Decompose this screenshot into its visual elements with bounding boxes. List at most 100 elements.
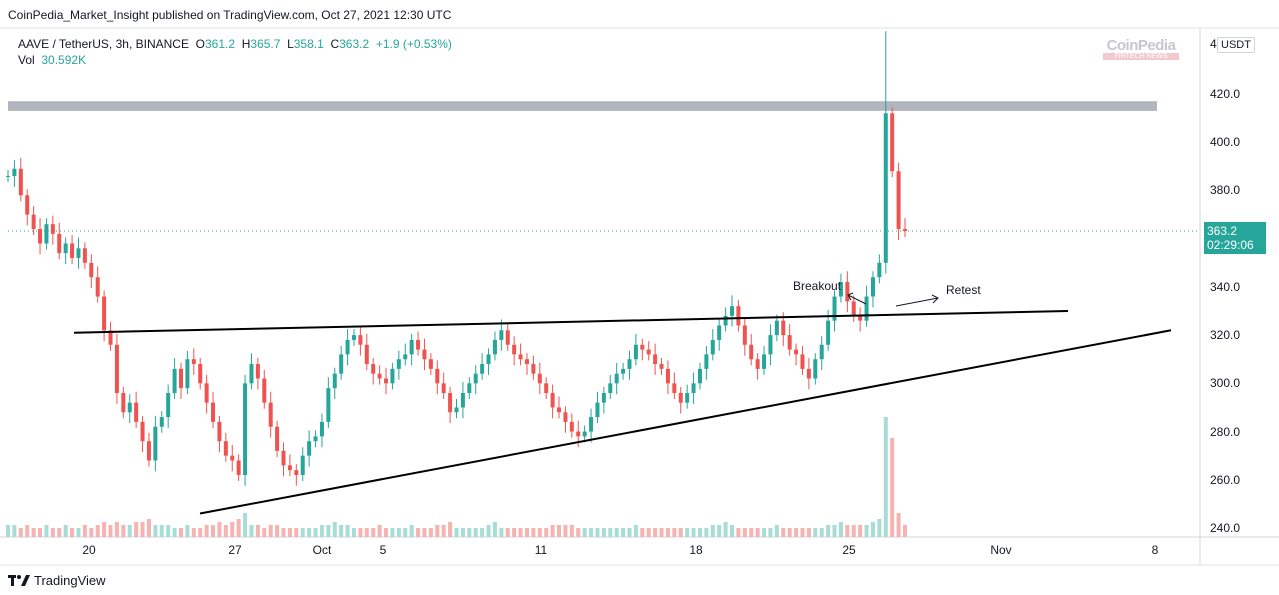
candle-body[interactable] xyxy=(409,339,414,355)
candle-body[interactable] xyxy=(665,368,670,384)
candle-body[interactable] xyxy=(172,368,177,393)
candle-body[interactable] xyxy=(563,412,568,422)
candle-body[interactable] xyxy=(877,262,882,278)
candle-body[interactable] xyxy=(102,296,107,331)
candle-body[interactable] xyxy=(826,320,831,345)
tradingview-logo[interactable]: TradingView xyxy=(8,573,106,588)
retest-arrow[interactable] xyxy=(895,294,939,307)
candle-body[interactable] xyxy=(608,383,613,393)
candle-body[interactable] xyxy=(781,320,786,336)
candle-body[interactable] xyxy=(166,392,171,418)
candle-body[interactable] xyxy=(864,296,869,321)
resistance-band[interactable] xyxy=(8,101,1157,111)
candle-body[interactable] xyxy=(396,359,401,369)
breakout-arrow[interactable] xyxy=(847,292,867,305)
candle-body[interactable] xyxy=(473,373,478,384)
candle-body[interactable] xyxy=(18,168,23,196)
candle-body[interactable] xyxy=(332,373,337,389)
candle-body[interactable] xyxy=(243,383,248,475)
price-candles[interactable] xyxy=(6,31,907,486)
candle-body[interactable] xyxy=(249,364,254,384)
candle-body[interactable] xyxy=(89,262,94,278)
candle-body[interactable] xyxy=(755,359,760,369)
candle-body[interactable] xyxy=(544,383,549,393)
candle-body[interactable] xyxy=(281,450,286,466)
candle-body[interactable] xyxy=(787,335,792,350)
candle-body[interactable] xyxy=(710,339,715,355)
candle-body[interactable] xyxy=(762,354,767,369)
horizontal-trendline[interactable] xyxy=(73,310,1069,334)
candle-body[interactable] xyxy=(390,368,395,384)
candle-body[interactable] xyxy=(351,335,356,340)
candle-body[interactable] xyxy=(653,354,658,365)
candle-body[interactable] xyxy=(582,431,587,437)
candle-body[interactable] xyxy=(403,354,408,360)
breakout-label[interactable]: Breakout xyxy=(793,279,842,293)
candle-body[interactable] xyxy=(223,441,228,456)
candle-body[interactable] xyxy=(633,344,638,360)
candle-body[interactable] xyxy=(691,383,696,393)
candle-body[interactable] xyxy=(768,335,773,355)
candle-body[interactable] xyxy=(114,344,119,393)
candle-body[interactable] xyxy=(178,368,183,389)
candle-body[interactable] xyxy=(198,364,203,384)
candle-body[interactable] xyxy=(749,344,754,360)
candle-body[interactable] xyxy=(614,373,619,384)
candle-body[interactable] xyxy=(422,349,427,360)
candle-body[interactable] xyxy=(140,421,145,442)
candle-body[interactable] xyxy=(742,325,747,345)
candle-body[interactable] xyxy=(736,306,741,326)
candle-body[interactable] xyxy=(95,277,100,297)
candle-body[interactable] xyxy=(774,320,779,336)
candle-body[interactable] xyxy=(640,344,645,350)
candle-body[interactable] xyxy=(531,364,536,374)
candle-body[interactable] xyxy=(800,354,805,369)
candle-body[interactable] xyxy=(38,229,43,244)
candle-body[interactable] xyxy=(121,392,126,413)
candle-body[interactable] xyxy=(460,392,465,408)
candle-body[interactable] xyxy=(12,168,17,176)
candle-body[interactable] xyxy=(76,248,81,258)
candle-body[interactable] xyxy=(467,383,472,393)
candle-body[interactable] xyxy=(492,339,497,355)
candle-body[interactable] xyxy=(441,383,446,393)
candle-body[interactable] xyxy=(621,368,626,374)
candle-body[interactable] xyxy=(159,417,164,427)
candle-body[interactable] xyxy=(589,417,594,432)
candle-body[interactable] xyxy=(371,364,376,374)
candle-body[interactable] xyxy=(569,421,574,432)
candle-body[interactable] xyxy=(416,339,421,350)
candle-body[interactable] xyxy=(50,224,55,234)
candle-body[interactable] xyxy=(307,441,312,456)
candle-body[interactable] xyxy=(211,402,216,422)
candle-body[interactable] xyxy=(287,465,292,471)
candle-body[interactable] xyxy=(268,402,273,427)
candle-body[interactable] xyxy=(127,402,132,413)
candle-body[interactable] xyxy=(6,175,10,177)
candle-body[interactable] xyxy=(486,354,491,365)
candle-body[interactable] xyxy=(428,359,433,369)
candle-body[interactable] xyxy=(697,368,702,384)
candle-body[interactable] xyxy=(659,364,664,369)
candle-body[interactable] xyxy=(601,392,606,403)
candle-body[interactable] xyxy=(454,407,459,413)
candle-body[interactable] xyxy=(717,325,722,340)
candle-body[interactable] xyxy=(31,214,36,230)
candle-body[interactable] xyxy=(704,354,709,369)
candle-body[interactable] xyxy=(832,296,837,321)
candle-body[interactable] xyxy=(384,378,389,384)
candle-body[interactable] xyxy=(319,421,324,437)
candle-body[interactable] xyxy=(858,315,863,321)
candle-body[interactable] xyxy=(236,460,241,475)
candle-body[interactable] xyxy=(185,359,190,389)
symbol-legend[interactable]: AAVE / TetherUS, 3h, BINANCE O361.2 H365… xyxy=(18,36,452,53)
candle-body[interactable] xyxy=(883,113,888,263)
candle-body[interactable] xyxy=(217,421,222,442)
candle-body[interactable] xyxy=(191,359,196,365)
candle-body[interactable] xyxy=(672,383,677,393)
candle-body[interactable] xyxy=(63,243,68,254)
candle-body[interactable] xyxy=(851,301,856,316)
candle-body[interactable] xyxy=(678,392,683,403)
candle-body[interactable] xyxy=(70,243,75,258)
retest-label[interactable]: Retest xyxy=(946,283,981,297)
